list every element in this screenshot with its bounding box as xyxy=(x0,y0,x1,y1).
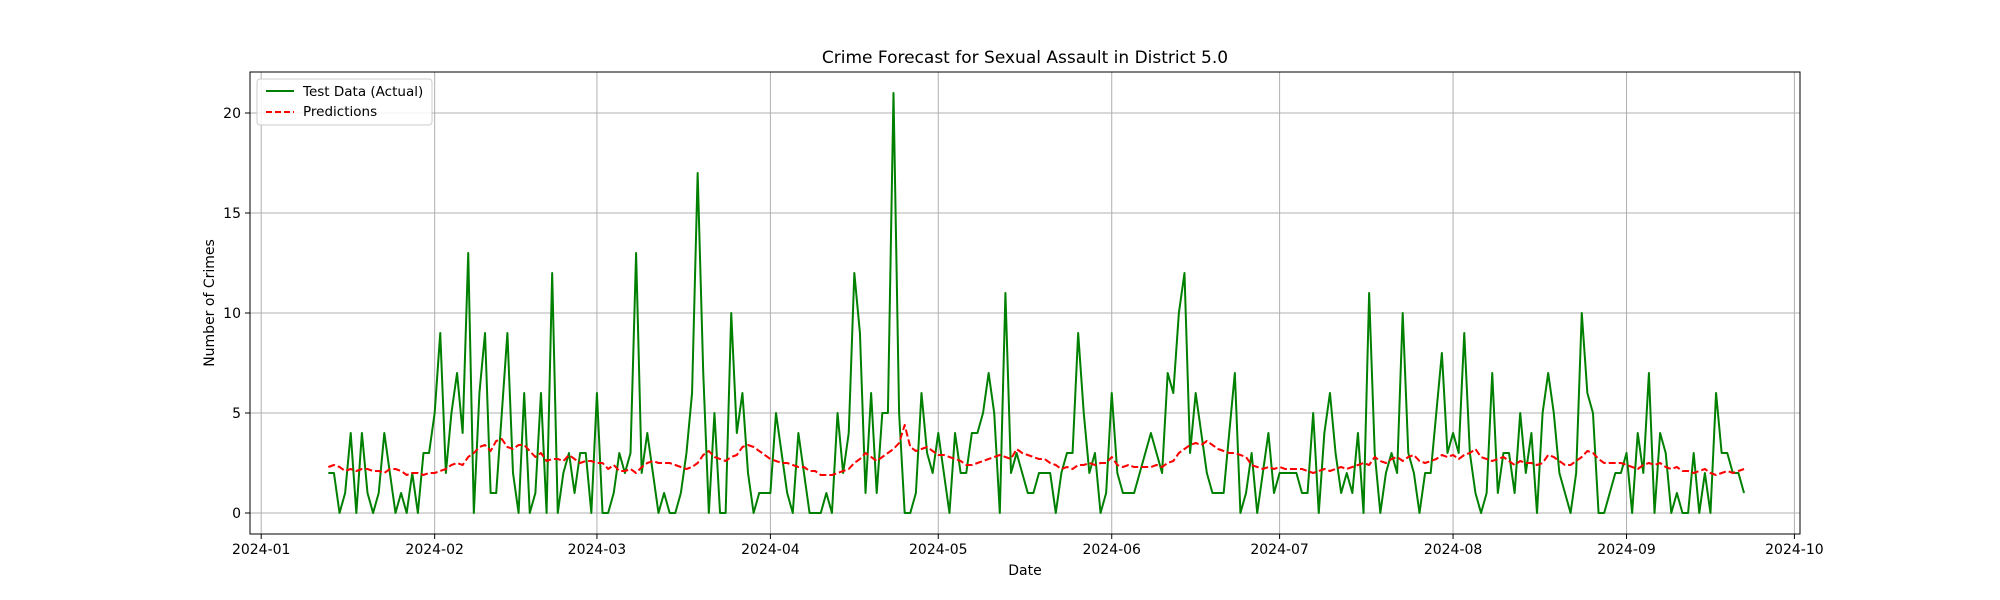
series-predictions-line xyxy=(328,424,1745,476)
x-tick-label: 2024-03 xyxy=(568,542,627,558)
x-tick-label: 2024-02 xyxy=(405,542,464,558)
y-tick-label: 20 xyxy=(223,106,241,122)
grid-lines xyxy=(250,72,1800,534)
x-tick-label: 2024-08 xyxy=(1424,542,1483,558)
x-tick-label: 2024-10 xyxy=(1765,542,1824,558)
plot-area-background xyxy=(250,72,1800,534)
chart-title: Crime Forecast for Sexual Assault in Dis… xyxy=(822,48,1228,68)
legend-box xyxy=(256,78,433,126)
x-tick-label: 2024-04 xyxy=(741,542,800,558)
legend-label-actual: Test Data (Actual) xyxy=(302,84,423,100)
y-axis-label: Number of Crimes xyxy=(202,239,218,367)
y-tick-label: 0 xyxy=(232,506,241,522)
legend-label-predictions: Predictions xyxy=(303,104,377,120)
x-tick-label: 2024-09 xyxy=(1597,542,1656,558)
legend: Test Data (Actual) Predictions xyxy=(256,78,433,126)
x-axis-label: Date xyxy=(1008,563,1041,579)
axis-ticks: 2024-01 2024-02 2024-03 2024-04 2024-05 2024-… xyxy=(223,106,1823,558)
x-tick-label: 2024-07 xyxy=(1250,542,1309,558)
x-tick-label: 2024-06 xyxy=(1082,542,1141,558)
y-tick-label: 15 xyxy=(223,206,241,222)
plot-area-frame xyxy=(249,71,1801,535)
series-actual-line xyxy=(328,92,1746,514)
x-tick-label: 2024-05 xyxy=(909,542,968,558)
x-tick-label: 2024-01 xyxy=(232,542,291,558)
y-tick-label: 5 xyxy=(232,406,241,422)
y-tick-label: 10 xyxy=(223,306,241,322)
series-lines xyxy=(328,92,1746,514)
